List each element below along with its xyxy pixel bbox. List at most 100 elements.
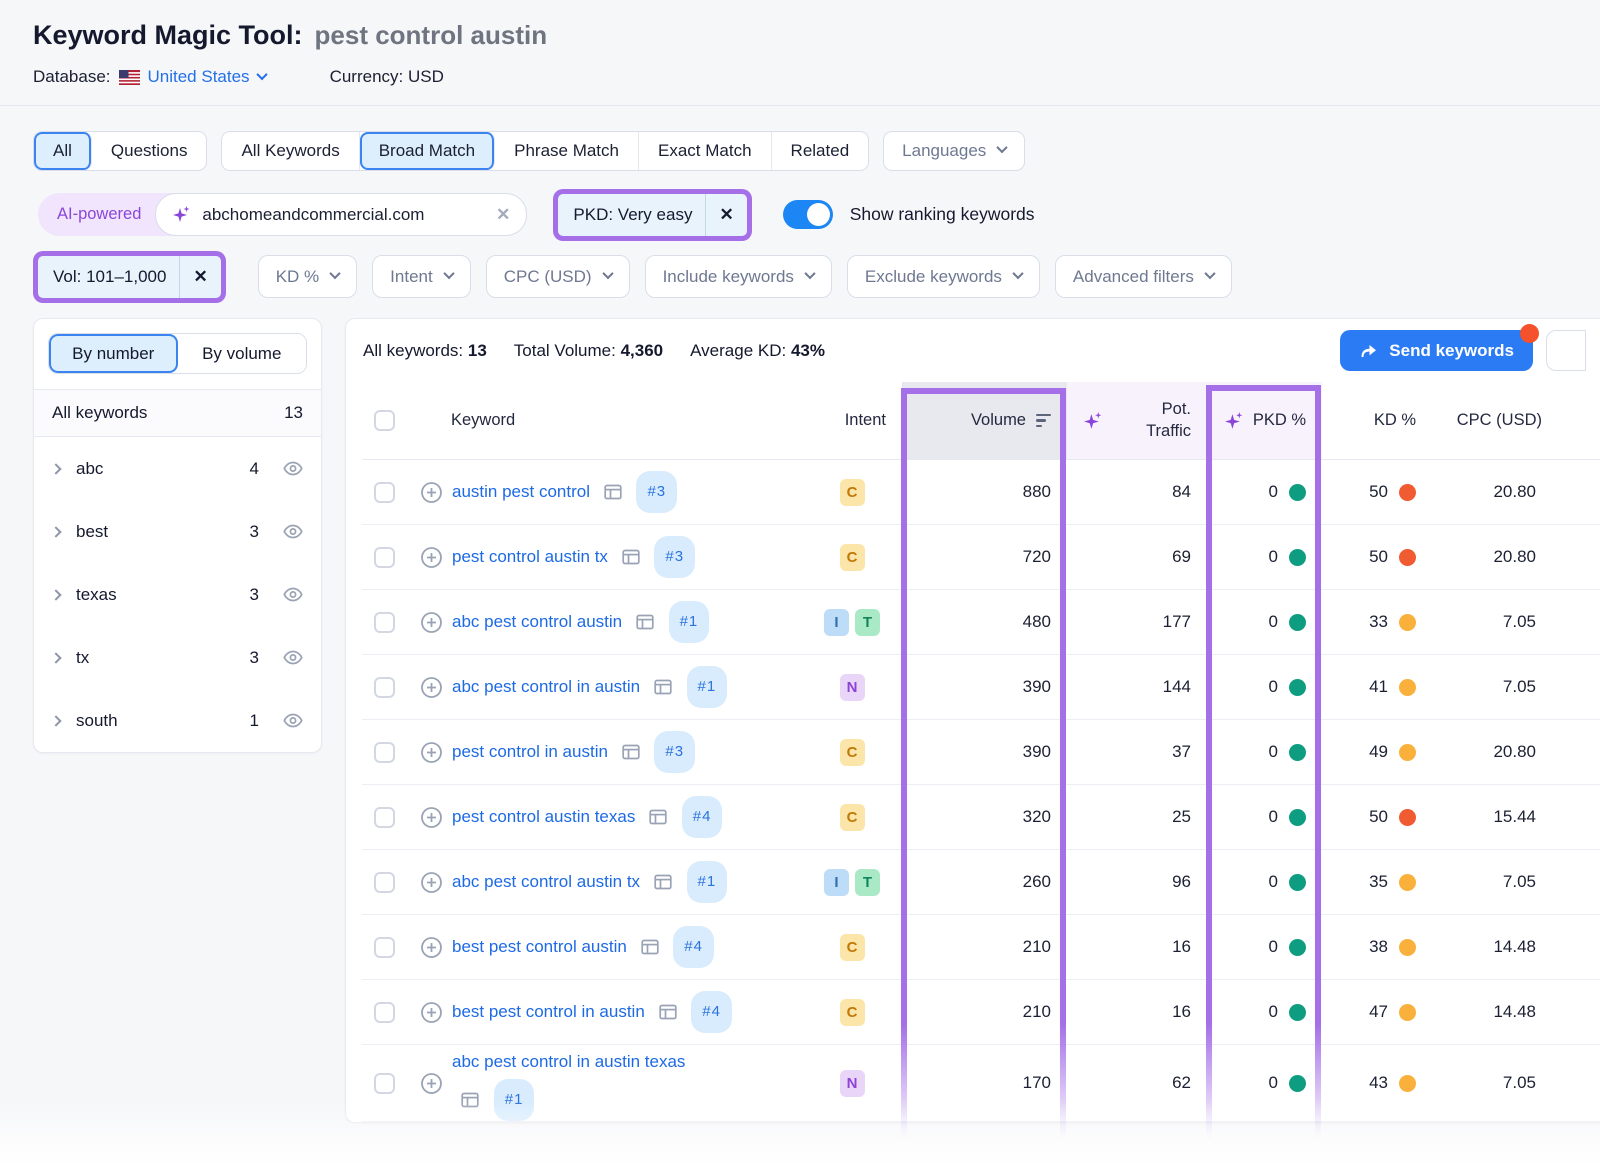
row-checkbox[interactable]: [373, 481, 395, 503]
eye-icon[interactable]: [283, 524, 303, 539]
kd-value: 35: [1322, 872, 1432, 892]
sidebar-tab-by-number[interactable]: By number: [49, 334, 178, 373]
tab-questions[interactable]: Questions: [110, 141, 188, 160]
send-keywords-button[interactable]: Send keywords: [1340, 324, 1539, 371]
sidebar-tab-by-volume[interactable]: By volume: [177, 334, 306, 373]
column-volume[interactable]: Volume: [902, 382, 1067, 459]
column-pkd[interactable]: PKD %: [1207, 382, 1322, 459]
eye-icon[interactable]: [283, 587, 303, 602]
volume-filter-chip[interactable]: Vol: 101–1,000 ✕: [38, 255, 221, 298]
serp-icon[interactable]: [622, 549, 640, 565]
row-checkbox[interactable]: [373, 871, 395, 893]
chevron-right-icon[interactable]: [50, 525, 62, 538]
row-checkbox[interactable]: [373, 936, 395, 958]
filter-dropdown-advanced-filters[interactable]: Advanced filters: [1054, 255, 1232, 298]
intent-badge-t: T: [855, 868, 880, 896]
row-checkbox[interactable]: [373, 611, 395, 633]
tab-broad-match[interactable]: Broad Match: [359, 132, 496, 170]
close-icon[interactable]: ✕: [496, 204, 511, 224]
row-checkbox[interactable]: [373, 546, 395, 568]
ai-sparkle-icon: [1224, 411, 1243, 429]
add-keyword-icon[interactable]: [420, 611, 443, 634]
select-all-checkbox[interactable]: [373, 410, 395, 431]
serp-icon[interactable]: [649, 809, 667, 825]
row-checkbox[interactable]: [373, 1072, 395, 1094]
sidebar-item-south[interactable]: south 1: [34, 689, 321, 752]
row-checkbox[interactable]: [373, 806, 395, 828]
column-keyword[interactable]: Keyword: [451, 411, 516, 429]
ai-powered-label: AI-powered: [57, 205, 142, 223]
row-checkbox[interactable]: [373, 676, 395, 698]
add-keyword-icon[interactable]: [420, 741, 443, 764]
column-intent[interactable]: Intent: [844, 411, 886, 429]
filter-dropdown-kd-[interactable]: KD %: [257, 255, 358, 298]
sidebar-item-tx[interactable]: tx 3: [34, 626, 321, 689]
eye-icon[interactable]: [283, 461, 303, 476]
filter-dropdown-include-keywords[interactable]: Include keywords: [644, 255, 832, 298]
serp-icon[interactable]: [636, 614, 654, 630]
serp-icon[interactable]: [654, 874, 672, 890]
chevron-right-icon[interactable]: [50, 714, 62, 727]
languages-dropdown[interactable]: Languages: [883, 131, 1026, 171]
position-badge: #4: [673, 926, 714, 968]
add-keyword-icon[interactable]: [420, 1072, 443, 1095]
tab-related[interactable]: Related: [790, 141, 850, 160]
keyword-link[interactable]: pest control in austin: [452, 742, 608, 761]
tab-phrase-match[interactable]: Phrase Match: [495, 132, 639, 170]
column-pot-traffic[interactable]: Pot. Traffic: [1067, 382, 1207, 459]
column-kd[interactable]: KD %: [1373, 411, 1416, 429]
tab-all[interactable]: All: [34, 132, 92, 170]
eye-icon[interactable]: [283, 713, 303, 728]
add-keyword-icon[interactable]: [420, 481, 443, 504]
filter-dropdown-intent[interactable]: Intent: [372, 255, 471, 298]
add-keyword-icon[interactable]: [420, 871, 443, 894]
cpc-value: 14.48: [1493, 937, 1536, 956]
filter-dropdown-exclude-keywords[interactable]: Exclude keywords: [846, 255, 1040, 298]
table-row: austin pest control #3 C 880 84 0 50 20.…: [362, 460, 1600, 525]
tab-exact-match[interactable]: Exact Match: [639, 132, 772, 170]
serp-icon[interactable]: [640, 939, 659, 955]
keyword-link[interactable]: abc pest control austin: [452, 612, 623, 631]
domain-input[interactable]: abchomeandcommercial.com ✕: [155, 193, 528, 236]
sidebar-item-abc[interactable]: abc 4: [34, 437, 321, 500]
keyword-link[interactable]: abc pest control in austin: [452, 677, 641, 696]
close-icon[interactable]: ✕: [705, 193, 746, 236]
add-keyword-icon[interactable]: [420, 936, 443, 959]
all-keywords-row[interactable]: All keywords 13: [34, 389, 321, 437]
row-checkbox[interactable]: [373, 1001, 395, 1023]
partial-button[interactable]: [1546, 330, 1586, 371]
serp-icon[interactable]: [658, 1004, 677, 1020]
keyword-link[interactable]: best pest control in austin: [452, 1002, 645, 1021]
eye-icon[interactable]: [283, 650, 303, 665]
show-ranking-keywords-toggle[interactable]: [782, 200, 833, 229]
serp-icon[interactable]: [461, 1092, 479, 1108]
add-keyword-icon[interactable]: [420, 1001, 443, 1024]
filter-dropdown-cpc-usd-[interactable]: CPC (USD): [485, 255, 630, 298]
chevron-right-icon[interactable]: [50, 651, 62, 664]
pkd-filter-chip[interactable]: PKD: Very easy ✕: [558, 193, 747, 236]
keyword-link[interactable]: pest control austin texas: [452, 807, 636, 826]
sidebar-item-texas[interactable]: texas 3: [34, 563, 321, 626]
chevron-right-icon[interactable]: [50, 462, 62, 475]
keyword-link[interactable]: abc pest control in austin texas: [452, 1052, 686, 1071]
header-divider: [0, 105, 1600, 106]
tab-all-keywords[interactable]: All Keywords: [222, 132, 360, 170]
column-cpc[interactable]: CPC (USD): [1456, 411, 1542, 429]
keyword-link[interactable]: pest control austin tx: [452, 547, 608, 566]
sidebar-item-best[interactable]: best 3: [34, 500, 321, 563]
keyword-link[interactable]: abc pest control austin tx: [452, 872, 641, 891]
keyword-link[interactable]: best pest control austin: [452, 937, 627, 956]
keyword-link[interactable]: austin pest control: [452, 482, 590, 501]
add-keyword-icon[interactable]: [420, 806, 443, 829]
database-selector[interactable]: United States: [118, 67, 268, 87]
close-icon[interactable]: ✕: [179, 255, 220, 298]
chevron-right-icon[interactable]: [50, 588, 62, 601]
serp-icon[interactable]: [604, 484, 622, 500]
serp-icon[interactable]: [622, 744, 640, 760]
serp-icon[interactable]: [654, 679, 672, 695]
row-checkbox[interactable]: [373, 741, 395, 763]
add-keyword-icon[interactable]: [420, 676, 443, 699]
add-keyword-icon[interactable]: [420, 546, 443, 569]
sort-icon[interactable]: [1036, 413, 1051, 428]
